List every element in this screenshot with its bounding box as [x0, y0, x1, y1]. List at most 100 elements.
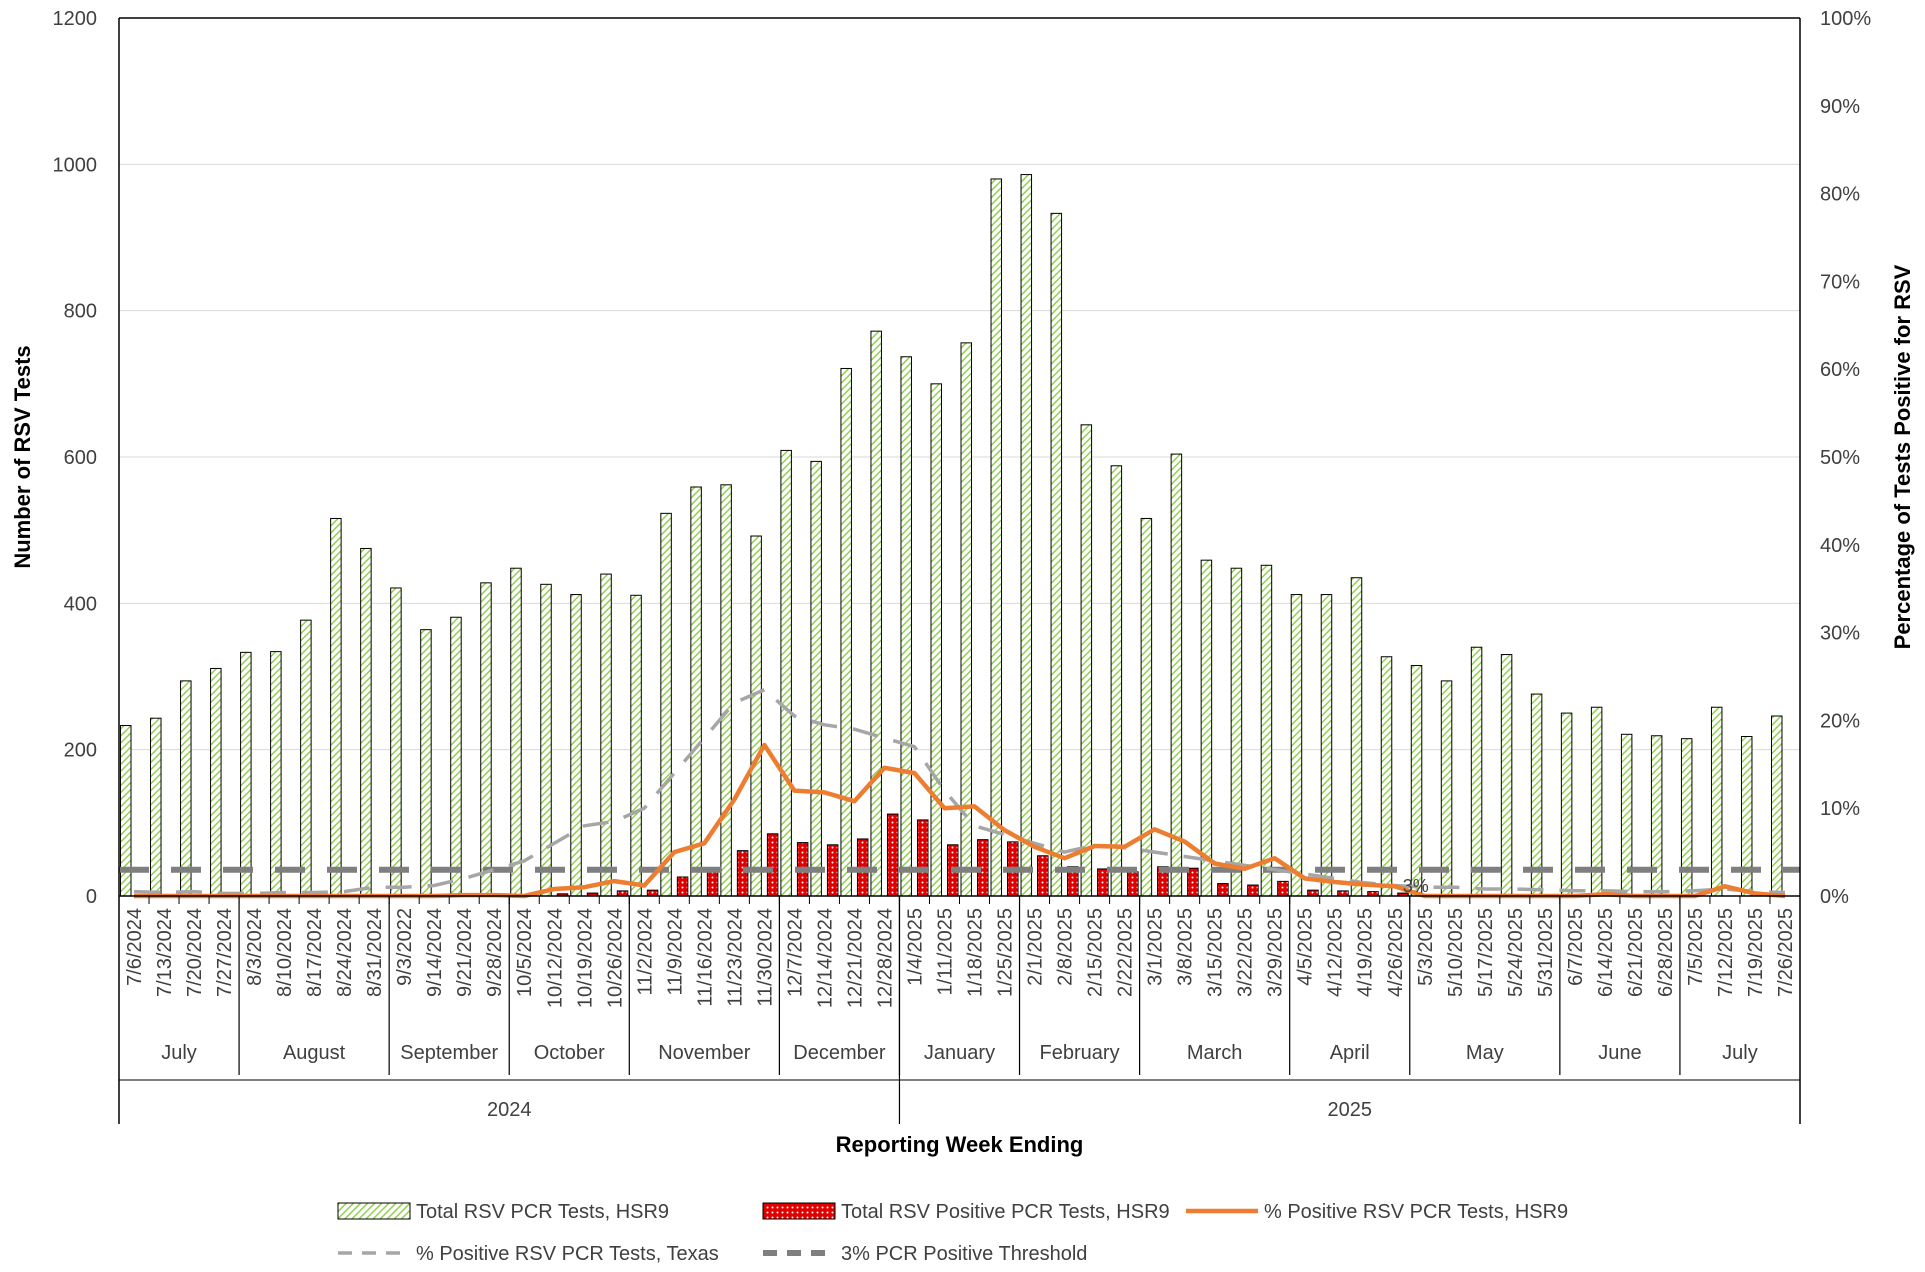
- bar-total-tests: [1200, 559, 1213, 897]
- y2-tick-label: 30%: [1820, 623, 1860, 645]
- legend-swatch: [337, 1202, 411, 1220]
- x-tick-label: 9/14/2024: [424, 908, 446, 997]
- y-tick-label: 800: [64, 301, 97, 323]
- bar-positive-tests: [886, 813, 899, 897]
- x-tick-label: 4/19/2025: [1355, 908, 1377, 997]
- bar-total-tests: [930, 383, 942, 897]
- bar-total-tests: [720, 484, 732, 897]
- bar-total-tests: [900, 356, 912, 897]
- month-label: April: [1330, 1042, 1370, 1064]
- bar-total-tests: [180, 680, 192, 897]
- bar-positive-tests: [766, 833, 779, 897]
- bar-total-tests: [1110, 465, 1123, 897]
- x-tick-label: 10/19/2024: [574, 908, 596, 1008]
- y2-tick-label: 10%: [1820, 798, 1860, 820]
- legend-label: Total RSV PCR Tests, HSR9: [416, 1201, 669, 1223]
- year-label: 2025: [1327, 1099, 1372, 1121]
- bar-total-tests: [270, 651, 282, 897]
- x-tick-label: 7/13/2024: [154, 908, 176, 997]
- month-label: November: [658, 1042, 751, 1064]
- bar-positive-tests: [826, 844, 839, 897]
- bar-positive-tests: [706, 870, 719, 897]
- x-tick-label: 10/12/2024: [544, 908, 566, 1008]
- y2-tick-label: 80%: [1820, 184, 1860, 206]
- bar-positive-tests: [1307, 889, 1319, 897]
- x-tick-label: 12/28/2024: [874, 908, 896, 1008]
- bar-total-tests: [1170, 453, 1183, 897]
- y-tick-label: 0: [86, 886, 97, 908]
- legend-item-threshold: 3% PCR Positive Threshold: [763, 1243, 1087, 1265]
- x-tick-label: 11/2/2024: [634, 908, 656, 996]
- bar-total-tests: [1710, 706, 1723, 897]
- x-tick-label: 1/25/2025: [995, 908, 1017, 997]
- axes-layer: [118, 17, 1801, 1124]
- x-tick-label: 6/21/2025: [1625, 908, 1647, 997]
- x-tick-label: 7/12/2025: [1715, 908, 1737, 997]
- month-label: June: [1598, 1042, 1641, 1064]
- bar-total-tests: [1770, 715, 1783, 897]
- y-tick-label: 1000: [53, 154, 98, 176]
- legend-item-pct-texas: % Positive RSV PCR Tests, Texas: [338, 1243, 719, 1265]
- bar-total-tests: [1530, 693, 1543, 897]
- bar-total-tests: [1230, 567, 1243, 897]
- bar-total-tests: [840, 367, 852, 897]
- y-axis-title: Number of RSV Tests: [10, 345, 35, 568]
- bar-total-tests: [390, 587, 402, 897]
- y2-tick-label: 70%: [1820, 271, 1860, 293]
- x-tick-label: 6/28/2025: [1655, 908, 1677, 997]
- x-tick-label: 1/11/2025: [934, 908, 956, 996]
- bar-total-tests: [1380, 656, 1393, 897]
- bar-positive-tests: [1337, 890, 1349, 897]
- y-tick-label: 1200: [53, 8, 98, 30]
- bar-positive-tests: [1277, 880, 1289, 897]
- y2-tick-label: 0%: [1820, 886, 1849, 908]
- y2-tick-label: 20%: [1820, 710, 1860, 732]
- legend: Total RSV PCR Tests, HSR9 Total RSV Posit…: [337, 1201, 1568, 1265]
- x-tick-label: 6/7/2025: [1565, 908, 1587, 986]
- x-tick-label: 5/24/2025: [1505, 908, 1527, 997]
- bar-positive-tests: [1187, 867, 1199, 897]
- y2-tick-label: 100%: [1820, 8, 1871, 30]
- x-tick-label: 3/1/2025: [1145, 908, 1167, 986]
- bar-positive-tests: [616, 890, 629, 897]
- x-tick-label: 6/14/2025: [1595, 908, 1617, 997]
- x-tick-label: 2/15/2025: [1085, 908, 1107, 997]
- x-tick-label: 4/26/2025: [1385, 908, 1407, 997]
- x-tick-label: 2/8/2025: [1055, 908, 1077, 986]
- x-tick-label: 11/16/2024: [694, 908, 716, 1007]
- x-tick-label: 11/23/2024: [724, 908, 746, 1007]
- y2-tick-label: 40%: [1820, 535, 1860, 557]
- bars-layer: [120, 174, 1783, 897]
- x-tick-label: 9/28/2024: [484, 908, 506, 997]
- x-tick-label: 7/5/2025: [1685, 908, 1707, 986]
- bar-total-tests: [1440, 680, 1453, 897]
- bar-total-tests: [1260, 564, 1273, 897]
- month-label: August: [283, 1042, 346, 1064]
- x-tick-label: 5/31/2025: [1535, 908, 1557, 997]
- x-tick-label: 5/3/2025: [1415, 908, 1437, 986]
- bar-total-tests: [330, 517, 342, 897]
- x-tick-label: 8/24/2024: [334, 908, 356, 997]
- x-tick-label: 12/14/2024: [814, 908, 836, 1008]
- bar-total-tests: [1050, 212, 1063, 897]
- y-tick-label: 200: [64, 740, 97, 762]
- bar-total-tests: [750, 535, 762, 897]
- x-tick-label: 10/26/2024: [604, 908, 626, 1008]
- bar-total-tests: [1500, 654, 1513, 897]
- legend-item-total-tests: Total RSV PCR Tests, HSR9: [337, 1201, 669, 1223]
- bar-total-tests: [1320, 594, 1333, 897]
- bar-positive-tests: [1217, 883, 1229, 897]
- x-tick-label: 5/17/2025: [1475, 908, 1497, 997]
- x-tick-label: 11/30/2024: [754, 908, 776, 1007]
- month-label: July: [161, 1042, 197, 1064]
- bar-total-tests: [810, 460, 822, 897]
- legend-swatch: [762, 1202, 836, 1220]
- y2-tick-label: 60%: [1820, 359, 1860, 381]
- bar-total-tests: [540, 583, 552, 897]
- y-tick-label: 400: [64, 593, 97, 615]
- bar-positive-tests: [916, 819, 929, 897]
- x-tick-label: 3/15/2025: [1205, 908, 1227, 997]
- bar-positive-tests: [736, 850, 749, 897]
- bar-total-tests: [690, 486, 702, 897]
